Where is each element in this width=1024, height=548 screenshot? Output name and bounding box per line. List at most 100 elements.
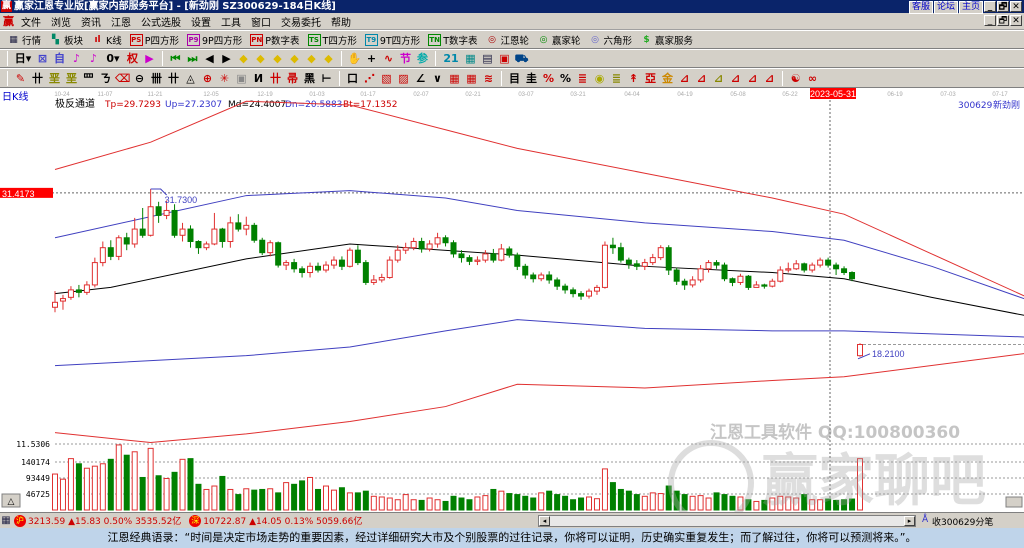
slope-icon[interactable]: ⊿	[679, 71, 690, 85]
left-icon[interactable]: ◀	[205, 52, 214, 65]
v-line-icon[interactable]: ∨	[433, 71, 442, 85]
grid-icon[interactable]: 卄	[32, 71, 43, 85]
slope5-icon[interactable]: ⊿	[747, 71, 758, 85]
first-icon[interactable]: ⏮	[170, 52, 181, 65]
down-icon[interactable]: ◆	[324, 52, 333, 65]
yinyang-icon[interactable]: ☯	[790, 71, 801, 85]
up-icon[interactable]: ◆	[307, 52, 316, 65]
parallel-icon[interactable]: 卌	[151, 71, 162, 85]
restore-button[interactable]: 🗗	[997, 1, 1009, 12]
crosshair-icon[interactable]: +	[366, 52, 377, 65]
ascend-icon[interactable]: 亞	[645, 71, 656, 85]
calendar-icon[interactable]: 21	[443, 52, 459, 65]
shenzhen-index-badge[interactable]: 深	[189, 514, 202, 527]
angle-icon[interactable]: И	[253, 71, 264, 85]
percent-icon[interactable]: %	[559, 71, 572, 85]
kline-chart[interactable]: 10-24 11-07 11-21 12-05 12-19 01-03 01-17 02-07…	[0, 88, 1024, 526]
angle-line-icon[interactable]: ∠	[415, 71, 426, 85]
overlay2-icon[interactable]: ♪	[89, 52, 98, 65]
weight-icon[interactable]: 权	[127, 52, 138, 65]
gann-fan-icon[interactable]: ⋰	[364, 71, 375, 85]
gold-icon[interactable]: 金	[662, 71, 673, 85]
hand-icon[interactable]: ✋	[347, 52, 362, 65]
child-minimize-button[interactable]: _	[984, 15, 996, 26]
calculator-icon[interactable]: ▦	[465, 52, 476, 65]
menu-trade[interactable]: 交易委托	[281, 17, 321, 29]
toolbar-button-sector[interactable]: ▚ 板块	[46, 33, 86, 47]
grid2-icon[interactable]: ▦	[449, 71, 460, 85]
last-icon[interactable]: ⏭	[187, 52, 198, 65]
toolbar-button-winner-wheel[interactable]: ◎ 赢家轮	[534, 33, 584, 47]
pen-icon[interactable]: ✎	[15, 71, 26, 85]
toolbar-button-9p-square[interactable]: P9 9P四方形	[184, 33, 245, 47]
overlay-icon[interactable]: ♪	[72, 52, 81, 65]
homepage-link[interactable]: 主页	[958, 1, 983, 14]
forum-link[interactable]: 论坛	[933, 1, 958, 14]
grid3-icon[interactable]: ▦	[466, 71, 477, 85]
triangle-icon[interactable]: ◬	[186, 71, 195, 85]
truck-icon[interactable]: ⛟	[514, 52, 529, 65]
slope2-icon[interactable]: ⊿	[696, 71, 707, 85]
toolbar-button-p-square[interactable]: PS P四方形	[127, 33, 182, 47]
gann-grid-icon[interactable]: ▨	[398, 71, 409, 85]
eraser-icon[interactable]: ⌫	[115, 71, 131, 85]
toolbar-button-kline[interactable]: ıl K线	[88, 33, 125, 47]
box-icon[interactable]: ▣	[236, 71, 247, 85]
tick-detail-link[interactable]: 收300629分笔	[932, 518, 994, 528]
menu-news[interactable]: 资讯	[81, 17, 101, 29]
menu-gann[interactable]: 江恩	[111, 17, 131, 29]
menu-settings[interactable]: 设置	[191, 17, 211, 29]
toolbar-button-t-square[interactable]: TS T四方形	[305, 33, 360, 47]
menu-window[interactable]: 窗口	[251, 17, 271, 29]
shrink-icon[interactable]: ◆	[290, 52, 299, 65]
rect-icon[interactable]: 口	[347, 71, 358, 85]
star-icon[interactable]: ✳	[219, 71, 230, 85]
toolbar-button-9t-square[interactable]: T9 9T四方形	[362, 33, 423, 47]
right-icon[interactable]: ▶	[222, 52, 231, 65]
toolbar-button-t-number-table[interactable]: TN T数字表	[425, 33, 480, 47]
gold-line-icon[interactable]: 垩	[49, 71, 60, 85]
target-icon[interactable]: ⊕	[202, 71, 213, 85]
trend-icon[interactable]: ∿	[383, 52, 394, 65]
coin-icon[interactable]: ◉	[594, 71, 605, 85]
percent-red-icon[interactable]: %	[542, 71, 555, 85]
toolbar-button-service-dollar[interactable]: $ 赢家服务	[637, 33, 696, 47]
period-day-dropdown[interactable]: 日▾	[14, 52, 32, 65]
child-close-button[interactable]: ✕	[1010, 15, 1022, 26]
gold-lines-icon[interactable]: ≣	[611, 71, 622, 85]
wave-icon[interactable]: ㄋ	[100, 71, 111, 85]
notebook-icon[interactable]: ▤	[482, 52, 493, 65]
ruler-icon[interactable]: 目	[509, 71, 520, 85]
child-restore-button[interactable]: 🗗	[997, 15, 1009, 26]
circle-line-icon[interactable]: ⊖	[134, 71, 145, 85]
scroll-left-button[interactable]: ◂	[539, 516, 550, 526]
zoom-in-icon[interactable]: ◆	[239, 52, 248, 65]
customer-service-link[interactable]: 客服	[908, 1, 933, 14]
candle-style-dropdown[interactable]: 0▾	[106, 52, 120, 65]
chart-type-icon[interactable]: ⊠	[37, 52, 48, 65]
gann-box-icon[interactable]: ▧	[381, 71, 392, 85]
toolbar-button-quote-board[interactable]: ▦ 行情	[4, 33, 44, 47]
gold-line2-icon[interactable]: 垩	[66, 71, 77, 85]
lines-icon[interactable]: ≋	[483, 71, 494, 85]
matrix-icon[interactable]: 黑	[304, 71, 315, 85]
slope3-icon[interactable]: ⊿	[713, 71, 724, 85]
toolbar-button-hexagon[interactable]: ◎ 六角形	[586, 33, 636, 47]
calculator-icon[interactable]: ▦	[1, 515, 11, 526]
pillar-icon[interactable]: 圭	[526, 71, 537, 85]
fib-icon[interactable]: 卄	[168, 71, 179, 85]
close-button[interactable]: ✕	[1010, 1, 1022, 12]
minimize-button[interactable]: _	[984, 1, 996, 12]
cycle-icon[interactable]: 卄	[270, 71, 281, 85]
toolbar-button-p-number-table[interactable]: PN P数字表	[247, 33, 302, 47]
arrow-up-icon[interactable]: ↟	[628, 71, 639, 85]
flag-icon[interactable]: ▶	[145, 52, 154, 65]
menu-browse[interactable]: 浏览	[51, 17, 71, 29]
menu-formula-screener[interactable]: 公式选股	[141, 17, 181, 29]
reference-icon[interactable]: 参	[417, 52, 428, 65]
menu-tools[interactable]: 工具	[221, 17, 241, 29]
expand-icon[interactable]: ◆	[273, 52, 282, 65]
toolbar-button-gann-wheel[interactable]: ◎ 江恩轮	[483, 33, 533, 47]
infinity-icon[interactable]: ∞	[807, 71, 818, 85]
save-icon[interactable]: ▣	[499, 52, 510, 65]
